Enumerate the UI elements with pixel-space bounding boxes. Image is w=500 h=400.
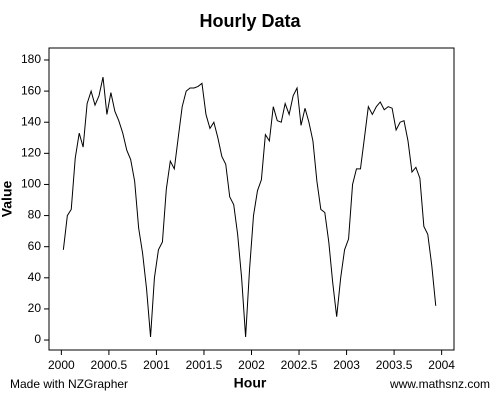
x-tick-label: 2001.5: [186, 358, 223, 372]
data-line: [62, 76, 437, 337]
y-tick-label: 180: [21, 52, 41, 66]
y-tick-label: 100: [21, 177, 41, 191]
x-tick-label: 2004: [428, 358, 455, 372]
chart-title: Hourly Data: [199, 11, 301, 31]
x-tick-label: 2002.5: [281, 358, 318, 372]
x-tick-label: 2001: [143, 358, 170, 372]
y-tick-label: 60: [28, 239, 42, 253]
y-tick-label: 140: [21, 114, 41, 128]
y-axis-label: Value: [0, 181, 15, 218]
footer-left: Made with NZGrapher: [10, 377, 128, 391]
y-tick-label: 40: [28, 270, 42, 284]
y-tick-label: 0: [34, 332, 41, 346]
y-tick-label: 120: [21, 146, 41, 160]
x-axis-label: Hour: [234, 375, 267, 391]
x-tick-label: 2002: [238, 358, 265, 372]
y-tick-label: 160: [21, 83, 41, 97]
y-tick-label: 80: [28, 208, 42, 222]
plot-frame: [48, 47, 455, 351]
x-tick-label: 2003.5: [376, 358, 413, 372]
y-tick-label: 20: [28, 301, 42, 315]
x-tick-label: 2003: [333, 358, 360, 372]
x-tick-label: 2000: [48, 358, 75, 372]
footer-right: www.mathsnz.com: [389, 377, 490, 391]
x-tick-label: 2000.5: [91, 358, 128, 372]
